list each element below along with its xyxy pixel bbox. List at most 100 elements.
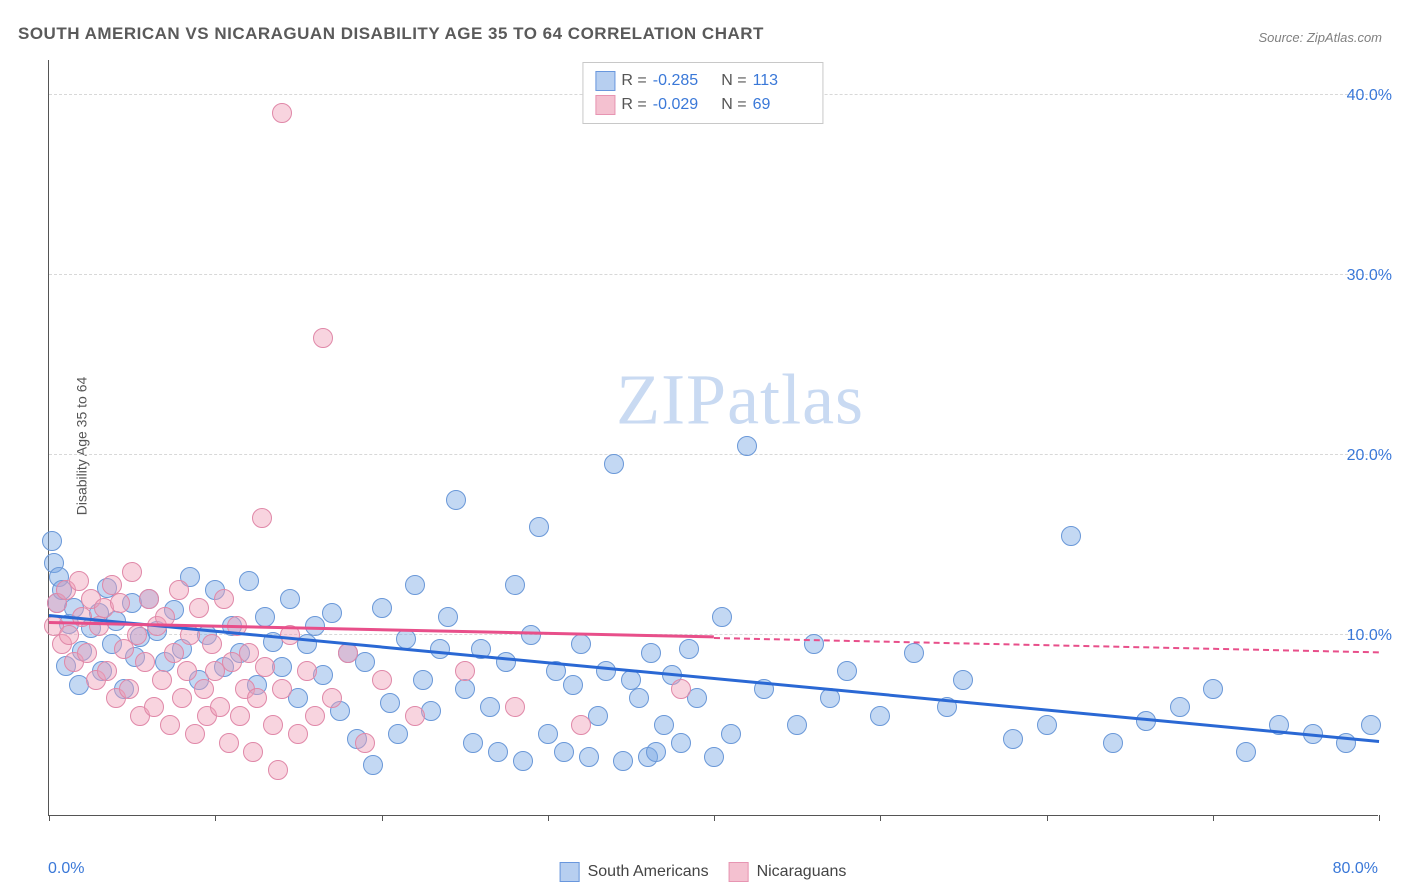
scatter-point [505, 697, 525, 717]
scatter-point [380, 693, 400, 713]
scatter-point [152, 670, 172, 690]
scatter-point [505, 575, 525, 595]
scatter-point [463, 733, 483, 753]
scatter-point [529, 517, 549, 537]
x-tick [215, 815, 216, 821]
scatter-point [604, 454, 624, 474]
scatter-point [169, 580, 189, 600]
scatter-point [177, 661, 197, 681]
scatter-point [288, 724, 308, 744]
scatter-point [268, 760, 288, 780]
scatter-point [388, 724, 408, 744]
scatter-point [446, 490, 466, 510]
r-label: R = [621, 93, 646, 117]
x-tick [714, 815, 715, 821]
series-legend-item: South Americans [560, 862, 709, 882]
scatter-point [239, 643, 259, 663]
scatter-point [102, 575, 122, 595]
y-tick-label: 20.0% [1347, 447, 1392, 465]
scatter-point [144, 697, 164, 717]
correlation-legend-row: R = -0.029 N =69 [595, 93, 810, 117]
scatter-point [305, 706, 325, 726]
chart-container: SOUTH AMERICAN VS NICARAGUAN DISABILITY … [0, 0, 1406, 892]
x-tick-label: 0.0% [48, 860, 84, 878]
scatter-point [554, 742, 574, 762]
scatter-point [712, 607, 732, 627]
scatter-point [185, 724, 205, 744]
r-value: -0.029 [653, 93, 711, 117]
scatter-point [97, 661, 117, 681]
n-label: N = [717, 93, 747, 117]
scatter-point [629, 688, 649, 708]
scatter-point [69, 571, 89, 591]
watermark-zip: ZIP [616, 359, 727, 439]
x-tick [1047, 815, 1048, 821]
scatter-point [579, 747, 599, 767]
scatter-point [671, 733, 691, 753]
scatter-point [110, 593, 130, 613]
scatter-point [1361, 715, 1381, 735]
x-tick [1213, 815, 1214, 821]
scatter-point [641, 643, 661, 663]
scatter-point [596, 661, 616, 681]
scatter-point [1203, 679, 1223, 699]
scatter-point [1061, 526, 1081, 546]
scatter-point [671, 679, 691, 699]
scatter-point [372, 670, 392, 690]
r-label: R = [621, 69, 646, 93]
scatter-point [455, 661, 475, 681]
scatter-point [77, 643, 97, 663]
legend-swatch [729, 862, 749, 882]
scatter-point [1236, 742, 1256, 762]
scatter-point [438, 607, 458, 627]
scatter-point [313, 328, 333, 348]
scatter-point [119, 679, 139, 699]
scatter-point [787, 715, 807, 735]
scatter-point [243, 742, 263, 762]
x-tick [880, 815, 881, 821]
scatter-point [646, 742, 666, 762]
scatter-point [654, 715, 674, 735]
scatter-point [571, 634, 591, 654]
scatter-point [870, 706, 890, 726]
gridline-h [49, 274, 1378, 275]
n-value: 69 [753, 93, 811, 117]
scatter-point [737, 436, 757, 456]
scatter-point [496, 652, 516, 672]
gridline-h [49, 454, 1378, 455]
scatter-point [1037, 715, 1057, 735]
scatter-point [160, 715, 180, 735]
scatter-point [139, 589, 159, 609]
scatter-point [613, 751, 633, 771]
scatter-point [135, 652, 155, 672]
scatter-point [488, 742, 508, 762]
scatter-point [219, 733, 239, 753]
y-tick-label: 40.0% [1347, 87, 1392, 105]
scatter-point [355, 733, 375, 753]
scatter-point [189, 598, 209, 618]
scatter-point [1103, 733, 1123, 753]
series-legend: South AmericansNicaraguans [560, 862, 847, 882]
watermark: ZIPatlas [616, 358, 864, 441]
y-tick-label: 30.0% [1347, 267, 1392, 285]
scatter-point [172, 688, 192, 708]
scatter-point [247, 688, 267, 708]
x-tick [1379, 815, 1380, 821]
scatter-point [953, 670, 973, 690]
scatter-point [202, 634, 222, 654]
x-tick [382, 815, 383, 821]
scatter-point [1003, 729, 1023, 749]
x-tick [49, 815, 50, 821]
scatter-point [704, 747, 724, 767]
scatter-point [679, 639, 699, 659]
chart-title: SOUTH AMERICAN VS NICARAGUAN DISABILITY … [18, 24, 764, 44]
r-value: -0.285 [653, 69, 711, 93]
legend-swatch [560, 862, 580, 882]
x-tick-label: 80.0% [1333, 860, 1378, 878]
scatter-point [122, 562, 142, 582]
watermark-atlas: atlas [727, 359, 864, 439]
scatter-point [372, 598, 392, 618]
legend-swatch [595, 71, 615, 91]
scatter-point [621, 670, 641, 690]
legend-swatch [595, 95, 615, 115]
